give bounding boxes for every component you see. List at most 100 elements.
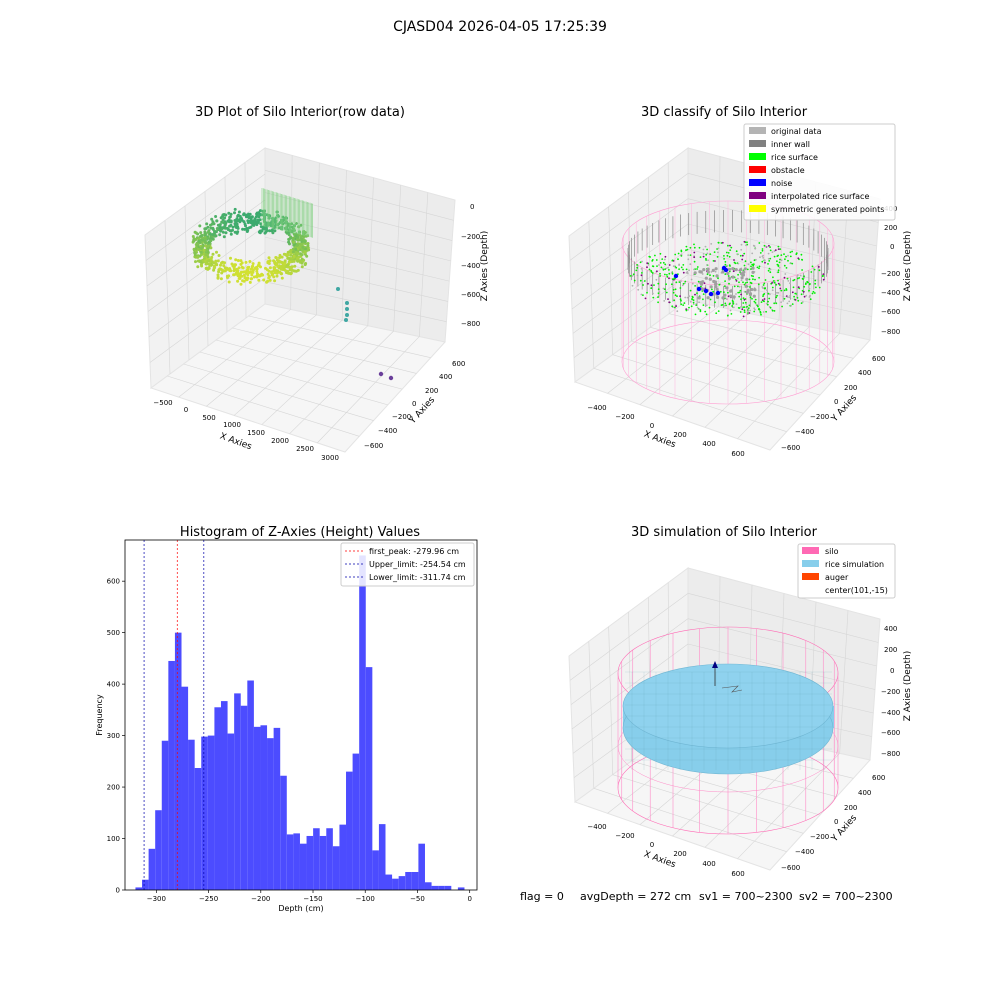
sim-z-tick: 0	[890, 667, 894, 675]
sim-x-tick: 200	[673, 850, 686, 858]
classify-center-point	[721, 296, 725, 300]
classify-point	[801, 258, 803, 261]
classify-y-tick: 200	[844, 384, 857, 392]
grid-line	[199, 351, 388, 406]
classify-point	[738, 291, 741, 294]
raw-point	[228, 224, 232, 228]
raw-point	[227, 274, 231, 278]
raw-point	[198, 224, 202, 228]
raw-point	[275, 274, 279, 278]
classify-point	[670, 271, 673, 274]
classify-point	[664, 255, 667, 258]
classify-point	[704, 245, 707, 248]
panel-simulation: 3D simulation of Silo Interior −400 −200…	[568, 525, 913, 878]
raw-point	[223, 269, 227, 273]
classify-point	[749, 296, 752, 299]
raw-point	[212, 264, 216, 268]
grid-line	[289, 330, 394, 434]
classify-point	[631, 284, 634, 287]
classify-point	[629, 275, 632, 277]
raw-point	[248, 280, 252, 284]
raw-outlier-point	[344, 318, 348, 322]
classify-point	[757, 305, 759, 308]
classify-point	[787, 254, 789, 257]
classify-point	[759, 311, 762, 314]
histogram-bar	[174, 632, 182, 890]
classify-point	[714, 301, 716, 304]
classify-point	[683, 302, 686, 304]
classify-point	[728, 255, 731, 258]
sim-y-tick: −600	[781, 864, 800, 872]
classify-point	[665, 291, 668, 294]
raw-point	[237, 277, 241, 280]
raw-point	[206, 244, 210, 248]
sim-y-tick: 0	[834, 818, 838, 826]
classify-point	[778, 284, 781, 286]
raw-point	[215, 227, 219, 230]
raw-point	[278, 253, 282, 257]
raw-point	[289, 229, 293, 233]
raw-point	[296, 256, 300, 260]
sim-legend: silo rice simulation auger center(101,-15)	[797, 543, 896, 599]
classify-x-tick: 200	[673, 431, 686, 439]
classify-point	[788, 296, 791, 299]
classify-point	[641, 260, 643, 263]
classify-center-point	[729, 289, 733, 293]
histogram-bar	[299, 843, 307, 890]
raw-point	[296, 243, 299, 247]
raw-point	[243, 270, 247, 274]
y-tick-label: 100	[107, 835, 120, 843]
classify-point	[692, 299, 695, 301]
raw-point	[194, 260, 197, 264]
raw-point	[206, 236, 210, 240]
classify-point	[748, 312, 751, 314]
classify-point	[768, 244, 770, 247]
classify-point	[764, 279, 767, 281]
classify-point	[810, 271, 813, 273]
raw-point	[300, 253, 304, 257]
classify-point	[689, 300, 692, 303]
raw-point	[207, 266, 211, 270]
classify-point	[714, 270, 717, 273]
classify-point	[693, 246, 696, 249]
classify-point	[747, 307, 750, 310]
raw-point-cloud	[191, 188, 394, 381]
classify-z-tick: −400	[881, 289, 900, 297]
raw-point	[255, 269, 259, 273]
classify-point	[738, 285, 741, 288]
histogram-legend: first_peak: -279.96 cm Upper_limit: -254.…	[340, 542, 475, 587]
classify-point	[737, 285, 739, 288]
classify-point	[654, 254, 656, 257]
raw-point	[302, 232, 306, 236]
classify-point	[787, 259, 789, 262]
histogram-bar	[313, 828, 320, 890]
histogram-bar	[418, 843, 425, 890]
classify-point	[640, 267, 643, 270]
classify-point	[693, 260, 696, 263]
classify-point	[668, 272, 671, 275]
legend-swatch	[749, 140, 766, 147]
sim-z-label: Z Axies (Depth)	[903, 651, 913, 722]
raw-x-tick: 2500	[296, 445, 314, 453]
classify-center-point	[714, 285, 718, 289]
classify-z-label: Z Axies (Depth)	[903, 231, 913, 302]
raw-point	[224, 213, 228, 217]
raw-point	[261, 209, 265, 213]
classify-point	[725, 304, 727, 307]
classify-point	[789, 251, 792, 254]
classify-point	[705, 253, 708, 256]
raw-point	[296, 268, 300, 272]
classify-point	[749, 281, 752, 284]
classify-point	[761, 248, 764, 250]
classify-point	[662, 261, 665, 264]
classify-point	[733, 261, 736, 264]
raw-point	[283, 259, 287, 263]
raw-point	[228, 269, 232, 273]
classify-point	[657, 282, 660, 285]
histogram-bar	[201, 736, 208, 890]
classify-point	[783, 297, 786, 300]
grid-line	[393, 185, 402, 332]
raw-point	[298, 233, 302, 237]
raw-point	[252, 275, 256, 279]
grid-line	[573, 274, 689, 358]
